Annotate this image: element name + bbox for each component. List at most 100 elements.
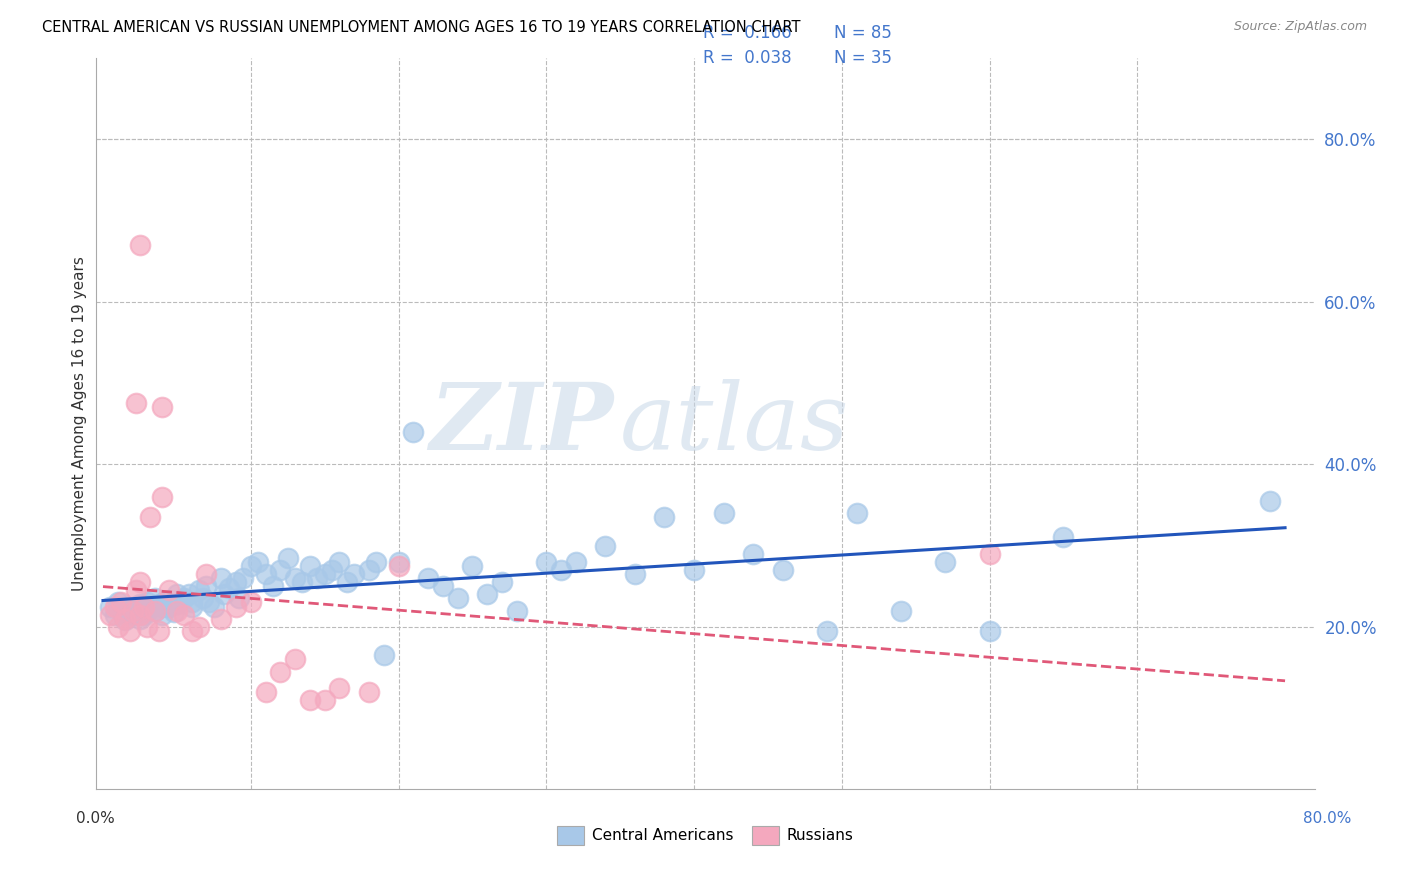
Point <box>284 652 307 666</box>
Point <box>107 620 129 634</box>
Point <box>107 595 129 609</box>
Point <box>104 599 127 614</box>
Point <box>143 604 166 618</box>
Point <box>314 693 336 707</box>
Point <box>1052 531 1074 545</box>
Legend: Central Americans, Russians: Central Americans, Russians <box>551 820 859 851</box>
Point <box>129 238 152 252</box>
Point <box>212 587 235 601</box>
Point <box>143 604 166 618</box>
Point <box>254 567 277 582</box>
Point <box>110 595 132 609</box>
Y-axis label: Unemployment Among Ages 16 to 19 years: Unemployment Among Ages 16 to 19 years <box>72 256 87 591</box>
Text: 0.0%: 0.0% <box>76 812 115 826</box>
Point <box>321 563 343 577</box>
Point <box>284 571 307 585</box>
Point <box>624 567 647 582</box>
Point <box>815 624 838 638</box>
Point <box>188 620 211 634</box>
Point <box>195 567 218 582</box>
Point <box>228 591 250 606</box>
Point <box>277 550 299 565</box>
Point <box>136 599 159 614</box>
Point <box>475 587 498 601</box>
Point <box>307 571 329 585</box>
Point <box>357 685 380 699</box>
Point <box>298 558 321 573</box>
Point <box>124 604 146 618</box>
Point <box>134 607 156 622</box>
Text: R =  0.166: R = 0.166 <box>703 24 792 42</box>
Point <box>121 604 143 618</box>
Point <box>416 571 439 585</box>
Point <box>193 591 215 606</box>
Point <box>202 599 225 614</box>
Point <box>446 591 468 606</box>
Point <box>298 693 321 707</box>
Point <box>291 575 314 590</box>
Point <box>118 604 141 618</box>
Point <box>491 575 513 590</box>
Text: CENTRAL AMERICAN VS RUSSIAN UNEMPLOYMENT AMONG AGES 16 TO 19 YEARS CORRELATION C: CENTRAL AMERICAN VS RUSSIAN UNEMPLOYMENT… <box>42 20 800 35</box>
Point <box>110 605 132 619</box>
Point <box>136 605 159 619</box>
Point <box>683 563 706 577</box>
Point <box>343 567 366 582</box>
Point <box>173 607 195 622</box>
Point <box>139 510 162 524</box>
Point <box>159 599 181 614</box>
Point <box>134 599 156 614</box>
Point <box>239 558 262 573</box>
Point <box>387 558 409 573</box>
Text: Source: ZipAtlas.com: Source: ZipAtlas.com <box>1233 20 1367 33</box>
Point <box>232 571 254 585</box>
Point <box>373 648 395 663</box>
Point <box>148 624 170 638</box>
Point <box>180 599 202 614</box>
Point <box>136 595 159 609</box>
Point <box>166 604 188 618</box>
Text: R =  0.038: R = 0.038 <box>703 49 792 67</box>
Point <box>150 490 173 504</box>
Point <box>461 558 484 573</box>
Point <box>129 597 152 611</box>
Point <box>100 599 122 614</box>
Point <box>772 563 794 577</box>
Text: N = 85: N = 85 <box>834 24 891 42</box>
Point <box>209 571 232 585</box>
Point <box>269 665 291 679</box>
Point <box>173 591 195 606</box>
Point <box>118 624 141 638</box>
Point <box>129 575 152 590</box>
Text: atlas: atlas <box>620 379 849 468</box>
Point <box>595 539 617 553</box>
Point <box>239 595 262 609</box>
Point <box>432 579 454 593</box>
Point <box>218 581 240 595</box>
Point <box>114 612 136 626</box>
Point <box>402 425 425 439</box>
Point <box>188 583 211 598</box>
Point <box>129 607 152 622</box>
Point <box>104 607 127 622</box>
Point <box>136 620 159 634</box>
Point <box>536 555 558 569</box>
Point <box>150 607 173 622</box>
Point <box>328 555 350 569</box>
Point <box>713 506 735 520</box>
Point <box>163 605 186 619</box>
Point <box>166 597 188 611</box>
Point <box>269 563 291 577</box>
Point <box>254 685 277 699</box>
Point <box>366 555 388 569</box>
Point <box>153 594 176 608</box>
Point <box>979 547 1001 561</box>
Point <box>314 567 336 582</box>
Point <box>506 604 529 618</box>
Point <box>177 587 200 601</box>
Point <box>121 599 143 614</box>
Point <box>742 547 765 561</box>
Point <box>143 591 166 606</box>
Point <box>124 396 146 410</box>
Point <box>195 579 218 593</box>
